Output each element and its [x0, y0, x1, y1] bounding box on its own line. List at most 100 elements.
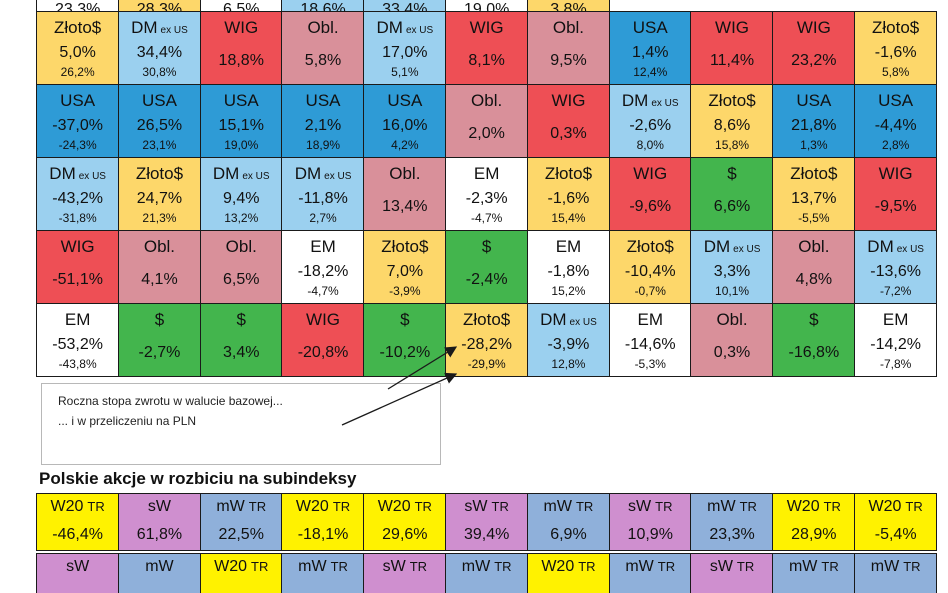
return-cell: DM ex US -2,6% 8,0% — [608, 84, 692, 158]
asset-label: USA — [364, 91, 445, 111]
return-base-currency: -2,4% — [465, 271, 508, 288]
asset-name: Obl. — [471, 91, 503, 110]
return-cell: Złoto$ 13,7% -5,5% — [772, 157, 856, 231]
asset-label: DM ex US — [691, 237, 772, 260]
asset-label: DM ex US — [364, 18, 445, 41]
return-pln: -24,3% — [58, 138, 97, 152]
asset-name: $ — [809, 310, 819, 329]
return-cell: Obl. 4,1% — [117, 230, 202, 304]
subindex-subscript: TR — [491, 499, 509, 514]
return-pln: 5,8% — [881, 65, 910, 79]
subindex-subscript: TR — [332, 499, 351, 514]
asset-label: Złoto$ — [691, 91, 772, 111]
return-base-currency: 1,4% — [632, 44, 669, 61]
return-pln: -3,9% — [389, 284, 421, 298]
asset-name: DM — [703, 237, 731, 256]
asset-name: DM — [376, 18, 403, 37]
asset-name: DM — [131, 18, 158, 37]
asset-label: USA — [282, 91, 363, 111]
subindex-cell: W20 TR — [199, 553, 283, 593]
return-base-currency: -1,6% — [547, 190, 590, 207]
subindex-name: W20 — [50, 498, 84, 515]
subindex-cell: mW TR — [281, 553, 365, 593]
asset-label: DM ex US — [282, 164, 363, 187]
return-base-currency: 15,1% — [218, 117, 264, 134]
subindex-name: sW — [709, 558, 733, 575]
subindex-label: W20 TR — [855, 497, 936, 516]
subindex-name: W20 — [295, 498, 329, 515]
return-base-currency: -9,5% — [874, 198, 917, 215]
subindex-cell: sW 61,8% — [117, 493, 202, 551]
subindex-return: -46,4% — [52, 526, 103, 543]
subindex-return: 6,9% — [550, 526, 587, 543]
subindex-cell: W20 TR -46,4% — [36, 493, 120, 551]
asset-name: USA — [387, 91, 423, 110]
asset-name: WIG — [796, 18, 831, 37]
return-base-currency: -16,8% — [788, 344, 840, 361]
asset-subscript: ex US — [78, 171, 106, 182]
subindex-subscript: TR — [575, 499, 594, 514]
asset-subscript: ex US — [569, 317, 597, 328]
asset-label: Obl. — [119, 237, 200, 257]
asset-label: USA — [37, 91, 118, 111]
return-base-currency: -3,9% — [547, 336, 590, 353]
subindex-cell: sW — [36, 553, 120, 593]
subindex-return: 61,8% — [136, 526, 183, 543]
asset-name: Obl. — [552, 18, 585, 37]
asset-label: Złoto$ — [37, 18, 118, 38]
note-line-pln: ... i w przeliczeniu na PLN — [58, 414, 197, 428]
subindex-label: mW TR — [528, 497, 609, 516]
asset-name: USA — [796, 91, 832, 110]
subindex-cell: mW — [117, 553, 202, 593]
return-base-currency: 4,8% — [795, 271, 833, 288]
asset-name: $ — [727, 164, 737, 183]
subindex-cell: mW TR — [854, 553, 938, 593]
return-cell: WIG 11,4% — [690, 11, 774, 85]
return-base-currency: -11,8% — [298, 190, 348, 207]
asset-name: $ — [481, 237, 492, 256]
return-base-currency: -13,6% — [870, 263, 921, 280]
return-cell: WIG -9,6% — [608, 157, 692, 231]
asset-label: EM — [37, 310, 118, 330]
asset-name: Obl. — [307, 18, 339, 37]
subindex-cell: mW TR — [608, 553, 692, 593]
return-cell: $6,6% — [690, 157, 774, 231]
subindex-name: W20 — [377, 498, 411, 515]
subindex-name: mW — [707, 498, 736, 515]
subindex-name: sW — [464, 498, 488, 515]
asset-label: EM — [446, 164, 527, 184]
asset-name: Złoto$ — [544, 164, 593, 183]
asset-name: Obl. — [143, 237, 176, 256]
return-base-currency: -51,1% — [52, 271, 103, 288]
return-cell: DM ex US 9,4% 13,2% — [199, 157, 283, 231]
return-pln: 21,3% — [142, 211, 177, 225]
subindex-return: 29,6% — [382, 526, 428, 543]
subindex-cell: mW TR 6,9% — [526, 493, 611, 551]
asset-name: USA — [878, 91, 914, 110]
return-cell: Obl. 4,8% — [772, 230, 856, 304]
asset-label: WIG — [855, 164, 936, 184]
asset-name: WIG — [633, 164, 668, 183]
return-pln: -4,7% — [307, 284, 339, 298]
return-base-currency: 9,5% — [550, 52, 587, 69]
return-base-currency: 13,4% — [382, 198, 428, 215]
asset-name: EM — [882, 310, 909, 329]
return-base-currency: 6,6% — [713, 198, 751, 215]
return-base-currency: 3,4% — [223, 344, 260, 361]
subindex-subscript: TR — [494, 559, 512, 574]
return-cell: WIG -9,5% — [854, 157, 938, 231]
return-base-currency: -20,8% — [297, 344, 349, 361]
return-cell: EM -1,8% 15,2% — [526, 230, 611, 304]
return-pln: -4,7% — [470, 211, 503, 225]
asset-subscript: ex US — [896, 244, 924, 255]
return-cell: Złoto$ -28,2% -29,9% — [445, 303, 529, 377]
return-base-currency: 17,0% — [382, 44, 428, 61]
asset-name: USA — [632, 18, 668, 37]
return-pln: 10,1% — [715, 284, 750, 298]
return-base-currency: 9,4% — [223, 190, 260, 207]
return-base-currency: -37,0% — [52, 117, 103, 134]
asset-name: WIG — [715, 18, 750, 37]
asset-name: Złoto$ — [381, 237, 429, 256]
return-cell: WIG -51,1% — [36, 230, 120, 304]
asset-name: USA — [305, 91, 341, 110]
